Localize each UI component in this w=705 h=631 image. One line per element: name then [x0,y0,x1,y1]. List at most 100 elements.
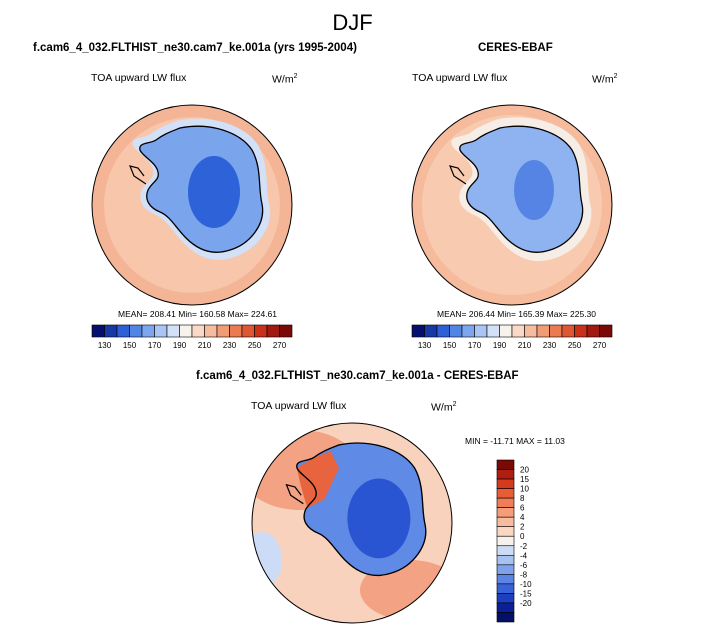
colorbar-tick-label: 150 [443,341,457,350]
colorbar-swatch [204,324,218,338]
colorbar-tick-label: 130 [98,341,112,350]
panel1-antarctica-deep [188,156,240,228]
colorbar-tick-label: 210 [198,341,212,350]
colorbar-swatch [496,516,515,528]
colorbar-swatch [536,324,550,338]
panel2-peninsula [449,165,467,185]
colorbar-swatch [496,459,515,470]
colorbar-swatch [216,324,230,338]
panel2-map [411,104,613,306]
colorbar-swatch [191,324,205,338]
panel3-stats: MIN = -11.71 MAX = 11.03 [465,436,565,446]
colorbar-swatch [496,583,515,594]
colorbar-tick-label: 20 [520,466,529,475]
colorbar-tick-label: -2 [520,542,528,551]
colorbar-swatch [229,324,243,338]
colorbar-tick-label: 270 [593,341,607,350]
colorbar-swatch [524,324,538,338]
colorbar-swatch [496,488,515,499]
colorbar-swatch [266,324,280,338]
panel1-peninsula [129,165,147,185]
colorbar-swatch [116,324,130,338]
colorbar-swatch [166,324,180,338]
colorbar-swatch [499,324,513,338]
colorbar-tick-label: 150 [123,341,137,350]
colorbar-tick-label: 8 [520,494,525,503]
panel1-title: f.cam6_4_032.FLTHIST_ne30.cam7_ke.001a (… [33,42,357,54]
panel3-title: f.cam6_4_032.FLTHIST_ne30.cam7_ke.001a -… [196,370,519,382]
panel2-antarctica-deep [514,160,554,220]
colorbar-tick-label: 230 [543,341,557,350]
colorbar-tick-label: 170 [468,341,482,350]
colorbar-swatch [496,526,515,537]
colorbar-swatch [461,324,475,338]
colorbar-swatch [574,324,588,338]
colorbar-swatch [496,612,515,623]
colorbar-swatch [496,497,515,508]
panel2-title: CERES-EBAF [478,42,553,54]
colorbar-tick-label: 6 [520,504,525,513]
panel1-map [91,104,293,306]
colorbar-swatch [179,324,193,338]
colorbar-tick-label: 210 [518,341,532,350]
panel1-units: W/m2 [272,73,298,86]
colorbar-tick-label: 0 [520,532,525,541]
panel3-variable-label: TOA upward LW flux [251,400,347,412]
colorbar-swatch [496,564,515,575]
colorbar-tick-label: 190 [173,341,187,350]
colorbar-tick-label: 10 [520,485,529,494]
colorbar-tick-label: -8 [520,570,528,579]
colorbar-swatch [474,324,488,338]
panel3-cool-patch [252,532,282,588]
panel1-variable-label: TOA upward LW flux [91,72,187,84]
colorbar-swatch [279,324,293,338]
colorbar-tick-label: 130 [418,341,432,350]
panel2-map-border [411,104,613,306]
colorbar-swatch [254,324,268,338]
panel3-map [251,422,453,624]
colorbar-swatch [154,324,168,338]
colorbar-swatch [436,324,450,338]
colorbar-swatch [449,324,463,338]
panel2-stats: MEAN= 206.44 Min= 165.39 Max= 225.30 [437,309,597,319]
panel2-units: W/m2 [592,73,618,86]
panel2-colorbar: 130 150 170 190 210 230 250 270 [411,324,613,350]
colorbar-swatch [411,324,425,338]
colorbar-tick-label: -6 [520,561,528,570]
colorbar-tick-label: 190 [493,341,507,350]
colorbar-swatch [486,324,500,338]
page-title: DJF [332,10,373,35]
colorbar-swatch [561,324,575,338]
colorbar-swatch [549,324,563,338]
colorbar-tick-label: 250 [568,341,582,350]
panel1-stats: MEAN= 208.41 Min= 160.58 Max= 224.61 [118,309,278,319]
panel3-antarctica-deep [347,478,411,559]
colorbar-swatch [496,602,515,613]
colorbar-tick-label: 270 [273,341,287,350]
panel1-map-border [91,104,293,306]
panel2-variable-label: TOA upward LW flux [412,72,508,84]
colorbar-tick-label: 170 [148,341,162,350]
colorbar-swatch [496,507,515,518]
colorbar-swatch [496,574,515,585]
colorbar-tick-label: 4 [520,513,525,522]
colorbar-swatch [586,324,600,338]
colorbar-tick-label: -10 [520,580,532,589]
colorbar-tick-label: -15 [520,589,532,598]
colorbar-swatch [599,324,613,338]
colorbar-tick-label: 250 [248,341,262,350]
colorbar-tick-label: -4 [520,551,528,560]
colorbar-swatch [496,535,515,547]
panel3-west-warm [297,451,339,508]
colorbar-swatch [496,593,515,604]
colorbar-tick-label: -20 [520,599,532,608]
colorbar-swatch [496,554,515,566]
colorbar-swatch [241,324,255,338]
colorbar-swatch [496,545,515,556]
colorbar-swatch [496,478,515,489]
panel3-map-border [251,422,453,624]
colorbar-tick-label: 15 [520,475,529,484]
panel3-peninsula [285,483,304,505]
